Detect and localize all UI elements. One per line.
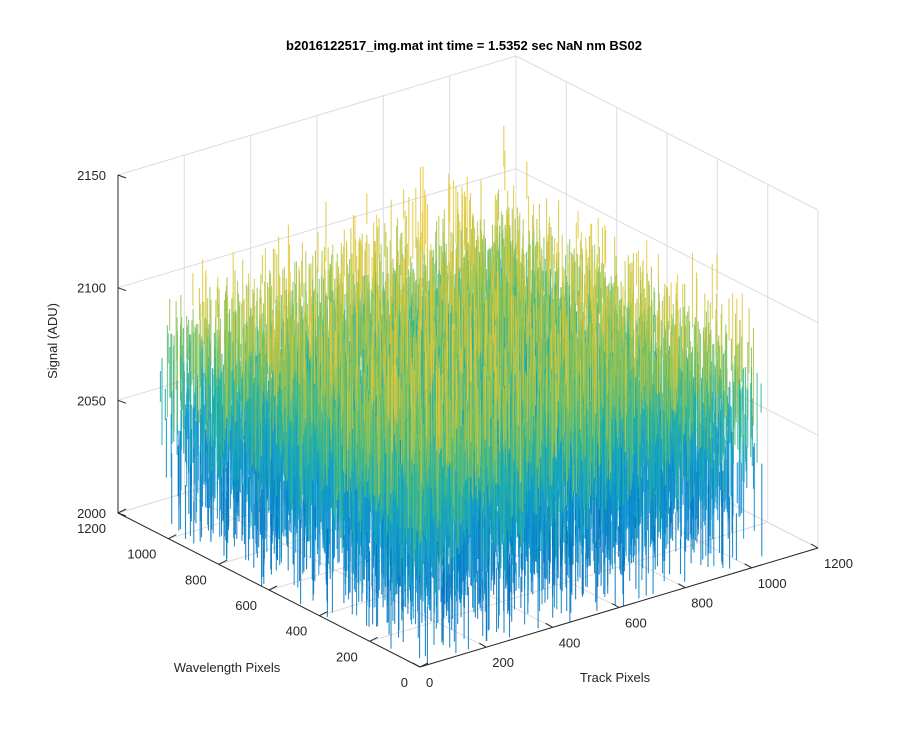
back-wall-grid-z — [117, 55, 517, 176]
right-wall-grid-z — [515, 55, 819, 211]
surface-mesh — [159, 125, 763, 665]
right-wall-grid-z — [515, 168, 819, 324]
